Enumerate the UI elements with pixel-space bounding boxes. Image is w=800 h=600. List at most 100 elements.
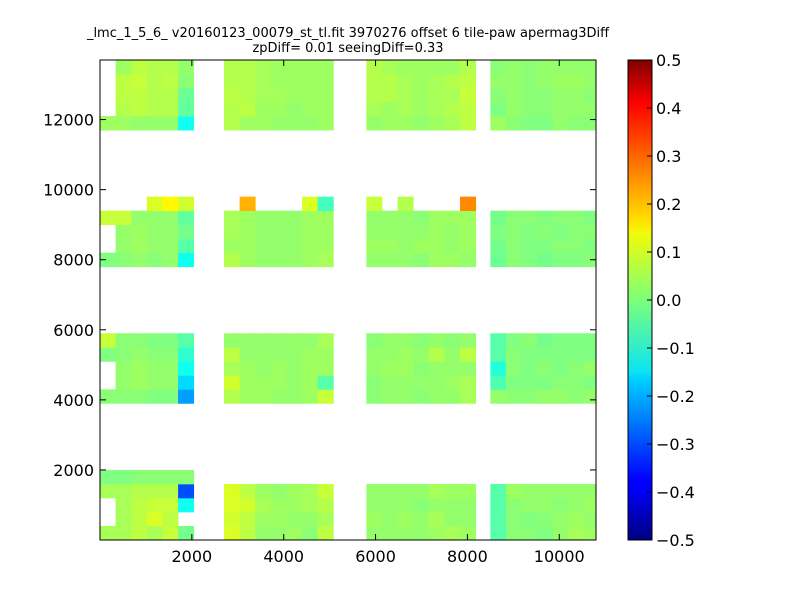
heatmap-cell: [428, 74, 445, 89]
colorbar-tick-label: −0.3: [656, 435, 695, 454]
heatmap-cell: [413, 333, 430, 348]
heatmap-cell: [178, 333, 195, 348]
heatmap-cell: [239, 224, 256, 240]
heatmap-cell: [178, 525, 195, 541]
heatmap-cell: [366, 74, 383, 89]
heatmap-cell: [568, 238, 585, 254]
heatmap-cell: [178, 224, 195, 240]
heatmap-cell: [397, 116, 414, 131]
heatmap-cell: [286, 210, 303, 226]
heatmap-cell: [397, 88, 414, 103]
heatmap-cell: [490, 361, 507, 376]
heatmap-cell: [490, 497, 507, 513]
heatmap-cell: [397, 483, 414, 499]
heatmap-cell: [255, 60, 272, 75]
heatmap-cell: [490, 333, 507, 348]
heatmap-cell: [255, 361, 272, 376]
heatmap-cell: [521, 102, 538, 117]
heatmap-cell: [255, 102, 272, 117]
heatmap-cell: [255, 88, 272, 103]
heatmap-cell: [568, 60, 585, 75]
heatmap-cell: [270, 483, 287, 499]
heatmap-cell: [115, 511, 132, 527]
heatmap-cell: [255, 347, 272, 362]
heatmap-cell: [255, 389, 272, 404]
heatmap-cell: [115, 116, 132, 131]
heatmap-cell: [413, 375, 430, 390]
colorbar-tick-label: 0.2: [656, 195, 681, 214]
y-tick-label: 6000: [53, 321, 94, 340]
heatmap-cell: [552, 333, 569, 348]
heatmap-cell: [270, 511, 287, 527]
heatmap-cell: [270, 347, 287, 362]
heatmap-cell: [270, 389, 287, 404]
heatmap-cell: [413, 252, 430, 268]
heatmap-cell: [286, 375, 303, 390]
heatmap-cell: [302, 224, 319, 240]
heatmap-cell: [255, 238, 272, 254]
heatmap-cell: [317, 88, 334, 103]
heatmap-cell: [413, 60, 430, 75]
heatmap-cell: [552, 497, 569, 513]
colorbar-tick-label: 0.3: [656, 147, 681, 166]
heatmap-cell: [146, 361, 163, 376]
heatmap-cell: [239, 483, 256, 499]
heatmap-cell: [444, 347, 461, 362]
heatmap-cell: [537, 210, 554, 226]
heatmap-cell: [146, 238, 163, 254]
heatmap-cell: [584, 389, 597, 404]
plot-frame: [99, 59, 597, 541]
heatmap-cell: [552, 511, 569, 527]
heatmap-cell: [286, 389, 303, 404]
heatmap-cell: [552, 252, 569, 268]
heatmap-cell: [317, 60, 334, 75]
heatmap-cell: [286, 333, 303, 348]
heatmap-cell: [584, 102, 597, 117]
heatmap-cell: [413, 238, 430, 254]
heatmap-cell: [178, 74, 195, 89]
heatmap-cell: [521, 238, 538, 254]
heatmap-cell: [505, 102, 522, 117]
heatmap-cell: [224, 252, 241, 268]
heatmap-cell: [460, 252, 477, 268]
heatmap-cell: [302, 60, 319, 75]
heatmap-cell: [162, 525, 179, 541]
heatmap-cell: [584, 361, 597, 376]
heatmap-cell: [505, 361, 522, 376]
y-tick-label: 10000: [43, 181, 94, 200]
heatmap-cell: [444, 116, 461, 131]
heatmap-cell: [178, 88, 195, 103]
heatmap-cell: [317, 347, 334, 362]
heatmap-cell: [444, 210, 461, 226]
heatmap-cell: [239, 252, 256, 268]
heatmap-cell: [444, 224, 461, 240]
heatmap-cell: [317, 361, 334, 376]
heatmap-cell: [505, 347, 522, 362]
heatmap-cell: [397, 102, 414, 117]
heatmap-cell: [460, 511, 477, 527]
heatmap-cell: [115, 389, 132, 404]
heatmap-cell: [381, 238, 398, 254]
heatmap-cell: [460, 116, 477, 131]
heatmap-cell: [115, 210, 132, 226]
heatmap-cell: [115, 333, 132, 348]
heatmap-cell: [115, 88, 132, 103]
y-tick-label: 12000: [43, 111, 94, 130]
heatmap-cell: [397, 252, 414, 268]
heatmap-cell: [568, 224, 585, 240]
colorbar-tick-label: 0.0: [656, 291, 681, 310]
heatmap-cell: [552, 389, 569, 404]
heatmap-cell: [413, 74, 430, 89]
heatmap-cell: [270, 375, 287, 390]
heatmap-cell: [146, 60, 163, 75]
heatmap-cell: [302, 252, 319, 268]
heatmap-cell: [428, 238, 445, 254]
heatmap-cell: [460, 347, 477, 362]
heatmap-cell: [146, 196, 163, 212]
heatmap-cell: [302, 375, 319, 390]
heatmap-cell: [255, 525, 272, 541]
heatmap-cell: [584, 375, 597, 390]
heatmap-cell: [397, 497, 414, 513]
heatmap-cell: [413, 525, 430, 541]
heatmap-cell: [239, 102, 256, 117]
